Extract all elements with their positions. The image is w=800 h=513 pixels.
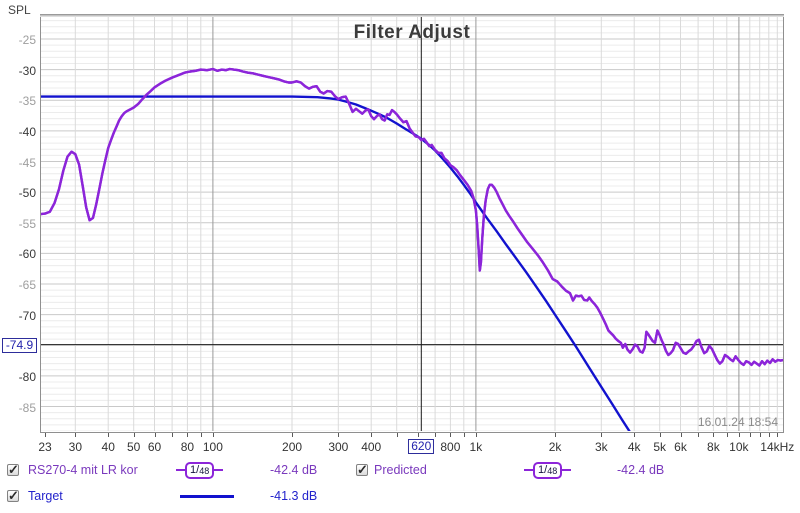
x-tickmark (435, 433, 437, 437)
measured-cursor-value: -42.4 dB (270, 463, 318, 477)
x-tickmark (45, 433, 46, 437)
x-tick-label: 2k (548, 440, 562, 454)
x-tickmark (726, 433, 728, 437)
x-tickmark (450, 433, 452, 437)
x-tick-label: 10k (729, 440, 749, 454)
measured-checkbox[interactable] (7, 462, 19, 478)
x-tick-label: 80 (180, 440, 195, 454)
y-tick-label: -50 (18, 186, 36, 201)
x-tickmark (133, 433, 135, 437)
x-tick-label: 30 (68, 440, 83, 454)
x-tickmark (463, 433, 465, 437)
x-tick-label: 60 (147, 440, 162, 454)
predicted-cursor-value: -42.4 dB (617, 463, 665, 477)
target-checkbox[interactable] (7, 488, 19, 504)
x-tick-label: 100 (202, 440, 223, 454)
x-tick-label: 14kHz (760, 440, 795, 454)
x-tickmark (108, 433, 110, 437)
line-segment-icon (524, 469, 533, 471)
measured-curve (41, 67, 783, 367)
y-tick-label: -60 (18, 247, 36, 262)
x-tick-label: 8k (707, 440, 720, 454)
x-tickmark (338, 433, 340, 437)
predicted-checkbox[interactable] (356, 462, 368, 478)
y-tick-label: -70 (18, 308, 36, 323)
x-tick-label: 1k (469, 440, 483, 454)
x-tickmark (601, 433, 603, 437)
x-tickmark (777, 433, 779, 437)
y-tick-label: -45 (18, 155, 36, 170)
x-tickmark (371, 433, 373, 437)
x-tickmark (187, 433, 189, 437)
y-tick-label: -80 (18, 369, 36, 384)
line-segment-icon (562, 469, 572, 471)
cursor-level-readout: -74.9 (2, 338, 37, 354)
x-tick-label: 40 (101, 440, 115, 454)
x-tickmark (154, 433, 156, 437)
smoothing-numerator: 1/ (538, 463, 548, 476)
x-tickmark (680, 433, 682, 437)
x-tickmark (200, 433, 202, 437)
smoothing-denominator: 48 (199, 465, 210, 476)
x-tickmark (634, 433, 636, 437)
y-tick-label: -30 (18, 63, 36, 78)
target-label: Target (28, 489, 63, 503)
x-tickmark (212, 433, 214, 437)
measured-smoothing-badge[interactable]: 1/ 48 (176, 461, 224, 479)
x-tickmark (768, 433, 770, 437)
y-tick-label: -35 (18, 94, 36, 109)
y-axis-title: SPL (8, 3, 31, 17)
x-tickmark (475, 433, 477, 437)
x-tickmark (659, 433, 661, 437)
x-tick-label: 800 (440, 440, 461, 454)
x-tick-label: 23 (38, 440, 52, 454)
target-curve (41, 95, 631, 431)
y-tick-label: -65 (18, 278, 36, 292)
target-cursor-value: -41.3 dB (270, 489, 318, 503)
x-tickmark (759, 433, 761, 437)
x-tick-label: 6k (674, 440, 687, 454)
x-tickmark (396, 433, 398, 437)
predicted-label: Predicted (374, 463, 427, 477)
x-tick-label: 4k (627, 440, 641, 454)
x-tick-label: 50 (127, 440, 141, 454)
y-tick-label: -40 (18, 124, 36, 139)
x-tick-label: 3k (595, 440, 608, 454)
x-tick-label: 5k (653, 440, 667, 454)
x-tickmark (749, 433, 751, 437)
predicted-smoothing-badge[interactable]: 1/ 48 (524, 461, 572, 479)
x-tickmark (292, 433, 294, 437)
line-segment-icon (214, 469, 224, 471)
line-segment-icon (176, 469, 185, 471)
x-tickmark (738, 433, 740, 437)
x-tickmark (172, 433, 174, 437)
measured-label: RS270-4 mit LR kor (28, 463, 138, 477)
smoothing-denominator: 48 (547, 465, 558, 476)
x-tickmark (417, 433, 419, 437)
target-line-swatch (180, 495, 234, 498)
x-tickmark (698, 433, 700, 437)
x-tick-label: 300 (328, 440, 349, 454)
cursor-frequency-readout: 620 (408, 439, 435, 454)
y-tick-label: -55 (18, 216, 36, 231)
chart-canvas[interactable] (41, 17, 783, 431)
x-tickmark (555, 433, 557, 437)
smoothing-numerator: 1/ (190, 463, 200, 476)
x-tickmark (75, 433, 77, 437)
y-tick-label: -25 (18, 33, 36, 47)
x-tick-label: 400 (361, 440, 382, 454)
x-tick-label: 200 (282, 440, 303, 454)
plot-top-bevel (40, 14, 784, 17)
plot-area[interactable]: Filter Adjust 16.01.24 18:54 (40, 14, 784, 433)
y-tick-label: -85 (18, 400, 36, 415)
x-tickmark (713, 433, 715, 437)
